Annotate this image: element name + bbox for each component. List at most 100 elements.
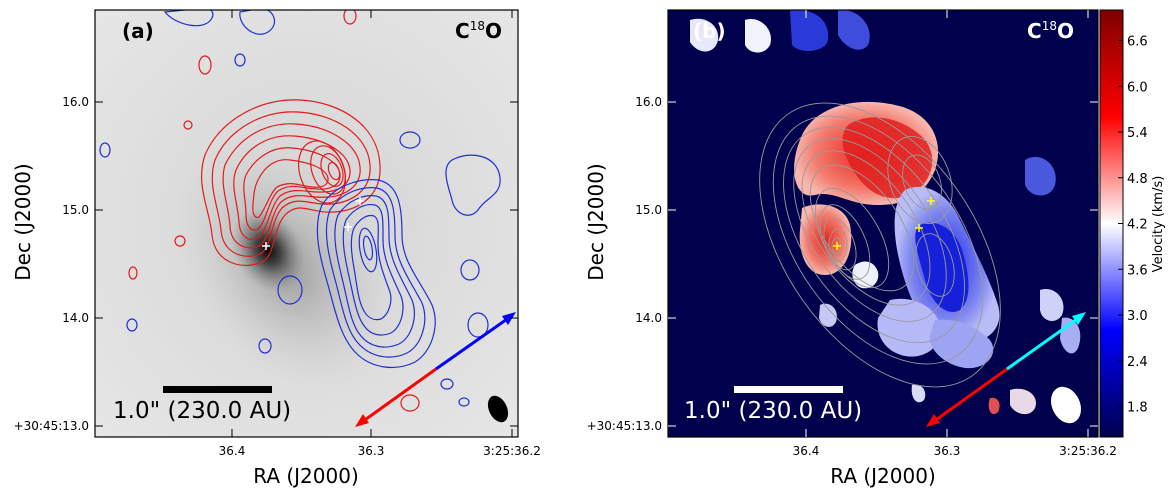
panel-label: (a): [122, 19, 154, 43]
red-contour-14: [183, 120, 193, 130]
small-patch-9: [819, 303, 837, 327]
y-tick-label: 16.0: [62, 95, 89, 109]
small-patch-10: [988, 397, 1000, 415]
panel-b: 1.0" (230.0 AU) (b) C18O 36.4 36.3 3:25:36…: [584, 9, 1166, 488]
red-contour-11: [198, 55, 212, 75]
beam-ellipse: [1050, 386, 1082, 424]
velocity-background: [668, 10, 1098, 437]
blue-contour-14: [99, 142, 111, 158]
intensity-contour-8: [819, 204, 871, 280]
colorbar-tick-label: 2.4: [1127, 355, 1148, 370]
red-contour-2: [211, 111, 371, 257]
molecule-superscript: 18: [1042, 19, 1057, 33]
panel-a: 1.0" (230.0 AU) (a) C18O 36.4 36.3 3:25:36…: [11, 9, 541, 488]
x-tick-label: 36.3: [934, 444, 961, 458]
blue-contour-11: [399, 131, 421, 149]
outflow-arrowhead-red: [926, 414, 940, 427]
molecule-superscript: 18: [470, 19, 485, 33]
intensity-contour-6: [809, 164, 915, 292]
red-contour-5: [243, 147, 341, 231]
colorbar-tick-label: 1.8: [1127, 401, 1148, 416]
outflow-arrow-red: [361, 367, 437, 424]
red-contour-8: [310, 145, 346, 195]
panel-label: (b): [693, 19, 726, 43]
red-contour-13: [128, 266, 138, 280]
x-tick-label: 36.4: [219, 444, 246, 458]
white-patch: [852, 261, 879, 289]
y-tick-label: 14.0: [62, 311, 89, 325]
outflow-arrowhead-red: [355, 414, 369, 427]
scale-bar-label: 1.0" (230.0 AU): [684, 398, 862, 424]
red-contour-16: [343, 10, 357, 25]
source-markers: [833, 197, 935, 250]
red-peak-region: [842, 117, 933, 199]
colorbar-tick-label: 4.8: [1127, 172, 1148, 187]
red-contour-1: [201, 99, 381, 266]
red-contour-9: [320, 153, 344, 187]
colorbar-tick-label: 6.0: [1127, 80, 1148, 95]
colorbar-ticks: 1.8 2.4 3.0 3.6 4.2 4.8 5.4 6.0 6.6: [1118, 35, 1148, 416]
axis-ticks: [95, 10, 518, 437]
intensity-contour-1: [759, 102, 1001, 388]
molecule-label: C18O: [455, 19, 502, 43]
x-axis-label: RA (J2000): [830, 464, 936, 488]
blue-contour-4: [342, 203, 404, 336]
colorbar-tick-label: 3.6: [1127, 263, 1148, 278]
molecule-main: C: [1027, 19, 1042, 43]
blue-contour-15: [126, 318, 138, 332]
intensity-contour-10: [828, 228, 848, 262]
molecule-main: C: [455, 19, 470, 43]
intensity-contour-5: [801, 150, 931, 306]
outflow-arrow: [355, 312, 516, 427]
blue-contours: [99, 10, 501, 407]
outflow-arrow-red: [932, 367, 1008, 424]
blue-contour-7: [362, 235, 374, 261]
red-contour-4: [233, 135, 351, 241]
y-axis-label: Dec (J2000): [584, 163, 608, 280]
y-tick-label: 14.0: [635, 311, 662, 325]
scale-bar: [734, 386, 843, 393]
small-patch-3: [838, 10, 870, 50]
small-patch-6: [1040, 289, 1064, 322]
blue-contour-1: [316, 179, 436, 369]
tick-labels: 36.4 36.3 3:25:36.2 +30:45:13.0 14.0 15.0 16.0: [587, 95, 1117, 458]
blue-contour-16: [460, 259, 480, 281]
small-patch-5: [1025, 156, 1056, 196]
y-tick-label: +30:45:13.0: [14, 419, 89, 433]
blue-tail-region: [929, 319, 994, 369]
blue-contour-5: [350, 214, 392, 321]
beam-ellipse: [487, 395, 509, 423]
small-patch-2: [790, 10, 829, 51]
intensity-contour-14: [915, 233, 955, 297]
blue-contour-19: [458, 397, 470, 407]
tick-labels: 36.4 36.3 3:25:36.2 +30:45:13.0 14.0 15.0 16.0: [14, 95, 541, 458]
x-tick-label: 36.4: [793, 444, 820, 458]
colorbar-label: Velocity (km/s): [1151, 176, 1166, 273]
intensity-contour-3: [783, 126, 965, 344]
y-tick-label: 16.0: [635, 95, 662, 109]
y-tick-label: 15.0: [62, 203, 89, 217]
outflow-arrow: [926, 312, 1086, 427]
small-patch-11: [911, 384, 926, 403]
outflow-arrowhead-blue: [502, 312, 516, 325]
intensity-contour-2: [772, 115, 984, 365]
small-patch-4: [690, 18, 719, 52]
blue-contour-2: [325, 187, 426, 358]
blue-contour-9: [163, 10, 214, 27]
colorbar-tick-label: 5.4: [1127, 126, 1148, 141]
blue-contour-13: [234, 53, 246, 67]
red-contour-6: [252, 159, 329, 219]
colorbar-tick-label: 4.2: [1127, 218, 1148, 233]
scale-bar-label: 1.0" (230.0 AU): [113, 398, 291, 424]
x-tick-label: 3:25:36.2: [1059, 444, 1117, 458]
molecule-label: C18O: [1027, 19, 1074, 43]
source-marker-2: [356, 197, 364, 205]
colorbar-tick-label: 3.0: [1127, 309, 1148, 324]
red-contours: [128, 10, 420, 412]
colorbar-tick-label: 6.6: [1127, 35, 1148, 50]
blue-contour-17: [467, 312, 489, 338]
y-tick-label: +30:45:13.0: [587, 419, 662, 433]
intensity-contour-9: [823, 217, 857, 271]
source-markers: [262, 197, 364, 250]
